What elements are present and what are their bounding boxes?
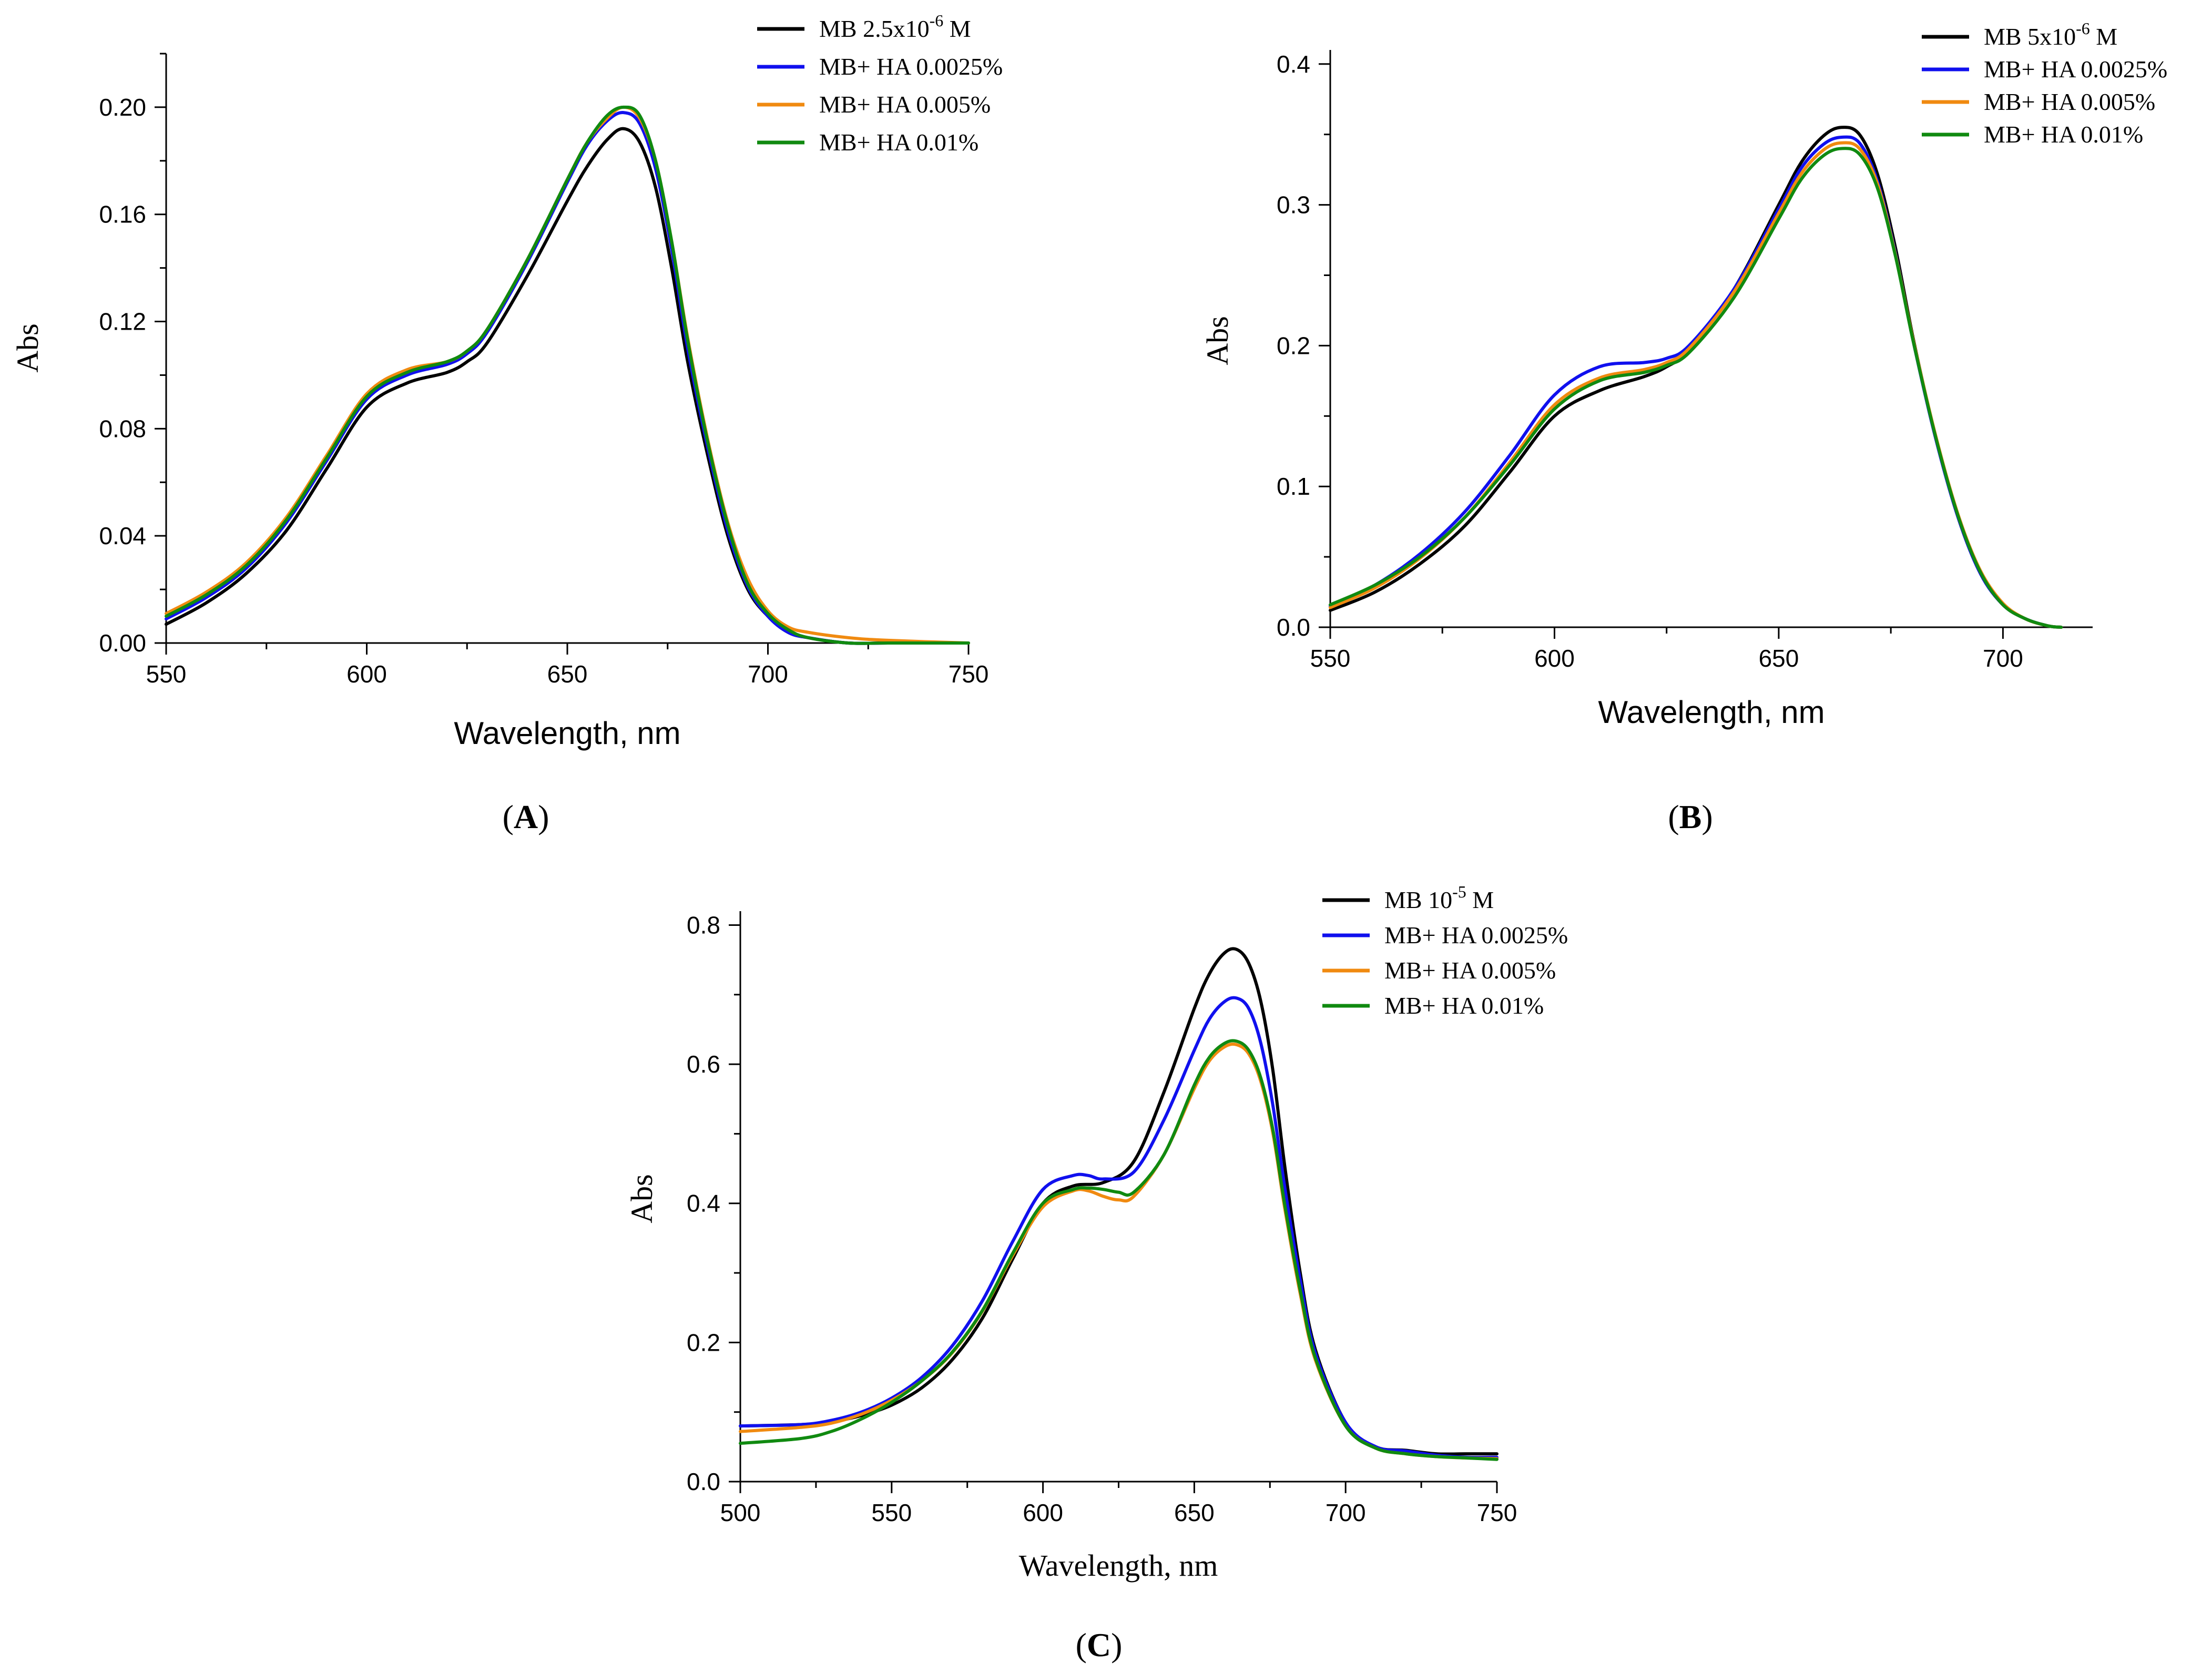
legend-entry: MB+ HA 0.0025% bbox=[1984, 56, 2167, 83]
y-tick-label: 0.3 bbox=[1277, 191, 1310, 219]
y-tick-label: 0.04 bbox=[99, 522, 146, 549]
x-tick-label: 650 bbox=[547, 660, 588, 688]
series-line-2 bbox=[165, 111, 970, 645]
x-tick-label: 650 bbox=[1759, 645, 1799, 672]
series-line-4 bbox=[165, 105, 970, 645]
panel-label: (B) bbox=[1668, 798, 1712, 835]
x-tick-label: 600 bbox=[1023, 1499, 1063, 1526]
legend-entry: MB 2.5x10-6 M bbox=[819, 11, 971, 42]
series-line-2 bbox=[1329, 135, 2063, 629]
x-tick-label: 550 bbox=[1310, 645, 1351, 672]
x-tick-label: 750 bbox=[949, 660, 989, 688]
x-axis-title: Wavelength, nm bbox=[1598, 695, 1824, 730]
y-tick-label: 0.2 bbox=[1277, 332, 1310, 359]
x-tick-label: 700 bbox=[1983, 645, 2023, 672]
y-tick-label: 0.0 bbox=[687, 1468, 720, 1495]
x-tick-label: 750 bbox=[1477, 1499, 1517, 1526]
x-axis-title: Wavelength, nm bbox=[454, 716, 680, 751]
legend-entry: MB+ HA 0.0025% bbox=[1384, 922, 1568, 948]
series-line-2 bbox=[739, 996, 1499, 1460]
legend-entry: MB 10-5 M bbox=[1384, 882, 1494, 913]
legend-entry: MB+ HA 0.01% bbox=[1384, 992, 1544, 1019]
x-tick-label: 650 bbox=[1174, 1499, 1215, 1526]
legend-entry: MB+ HA 0.01% bbox=[1984, 121, 2143, 148]
x-tick-label: 550 bbox=[146, 660, 187, 688]
y-tick-label: 0.8 bbox=[687, 911, 720, 938]
y-tick-label: 0.16 bbox=[99, 201, 146, 228]
y-tick-label: 0.0 bbox=[1277, 614, 1310, 641]
y-tick-label: 0.6 bbox=[687, 1050, 720, 1078]
x-axis-title: Wavelength, nm bbox=[1019, 1548, 1218, 1583]
chart-panel-b: 550 600 650 700 0.0 0.1 0.2 0.3 0.4 Abs Wavelength… bbox=[1200, 19, 2167, 835]
y-axis-title: Abs bbox=[625, 1174, 659, 1223]
x-tick-label: 550 bbox=[871, 1499, 912, 1526]
y-tick-label: 0.1 bbox=[1277, 473, 1310, 500]
series-line-4 bbox=[1329, 147, 2063, 629]
y-axis-title: Abs bbox=[1200, 316, 1235, 365]
x-tick-label: 700 bbox=[1326, 1499, 1366, 1526]
legend-entry: MB+ HA 0.01% bbox=[819, 129, 978, 156]
panel-label: (A) bbox=[503, 798, 549, 835]
y-tick-label: 0.4 bbox=[687, 1190, 720, 1217]
y-tick-label: 0.12 bbox=[99, 308, 146, 335]
chart-panel-a: 550 600 650 700 750 0.00 0.04 0.08 0.12 0.16 0.20 A… bbox=[11, 11, 1003, 835]
x-tick-label: 600 bbox=[1534, 645, 1575, 672]
legend-entry: MB+ HA 0.0025% bbox=[819, 53, 1003, 80]
x-tick-label: 600 bbox=[346, 660, 387, 688]
x-tick-label: 700 bbox=[748, 660, 788, 688]
legend-entry: MB 5x10-6 M bbox=[1984, 19, 2117, 50]
y-tick-label: 0.4 bbox=[1277, 50, 1310, 78]
chart-panel-c: 500 550 600 650 700 750 0.0 0.2 0.4 0.6 0.8 Abs Wave… bbox=[625, 882, 1568, 1664]
legend-entry: MB+ HA 0.005% bbox=[1984, 88, 2155, 115]
series-line-1 bbox=[165, 127, 970, 645]
panel-label: (C) bbox=[1076, 1626, 1123, 1664]
series-line-4 bbox=[739, 1039, 1499, 1461]
series-line-3 bbox=[739, 1042, 1499, 1461]
series-line-3 bbox=[165, 105, 970, 645]
legend-entry: MB+ HA 0.005% bbox=[819, 91, 991, 118]
y-tick-label: 0.2 bbox=[687, 1329, 720, 1356]
y-tick-label: 0.00 bbox=[99, 629, 146, 657]
y-tick-label: 0.08 bbox=[99, 415, 146, 442]
y-axis-title: Abs bbox=[11, 323, 45, 372]
x-tick-label: 500 bbox=[720, 1499, 761, 1526]
y-tick-label: 0.20 bbox=[99, 94, 146, 121]
series-line-3 bbox=[1329, 141, 2063, 629]
series-line-1 bbox=[1329, 126, 2063, 629]
legend-entry: MB+ HA 0.005% bbox=[1384, 957, 1556, 984]
